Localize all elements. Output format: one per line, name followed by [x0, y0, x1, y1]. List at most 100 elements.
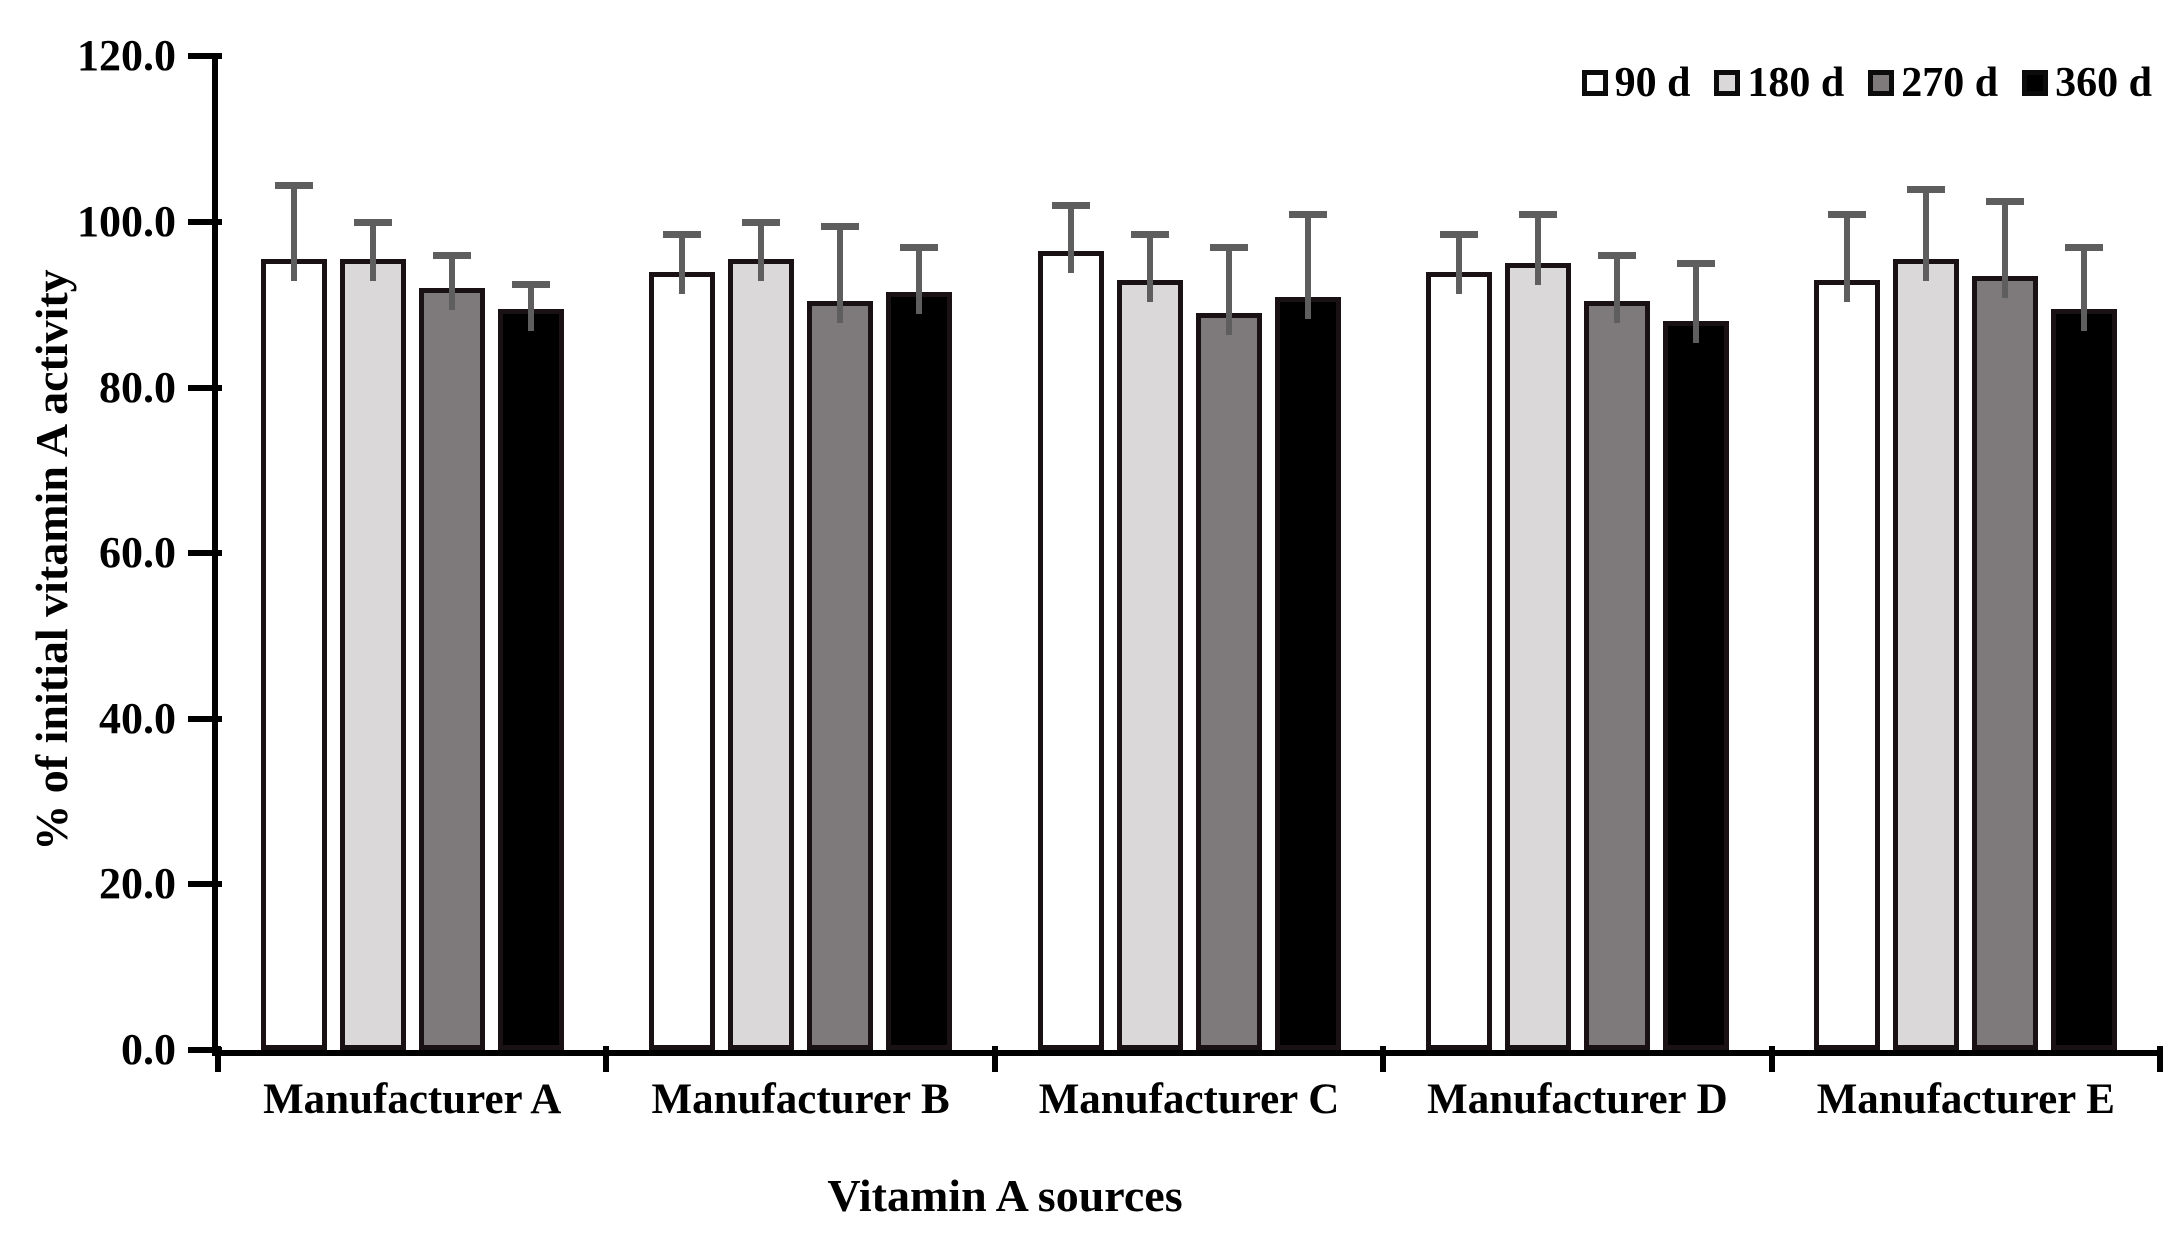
- error-bar-cap: [1986, 198, 2025, 206]
- bar-manufacturer-a-180d: [339, 259, 406, 1050]
- error-bar-cap: [2065, 243, 2104, 251]
- error-bar-line: [916, 246, 923, 315]
- error-bar-cap: [1439, 231, 1478, 239]
- legend-swatch-icon: [1581, 70, 1608, 96]
- bar-manufacturer-d-180d: [1504, 263, 1571, 1050]
- y-tick-mark: [188, 550, 222, 557]
- error-bar-cap: [1051, 202, 1090, 210]
- bar-manufacturer-b-360d: [886, 292, 953, 1050]
- bar-manufacturer-e-270d: [1972, 275, 2039, 1050]
- error-bar-cap: [353, 219, 392, 226]
- y-tick-mark: [188, 715, 222, 722]
- x-category-label: Manufacturer E: [1816, 1076, 2115, 1123]
- bar-manufacturer-c-360d: [1274, 296, 1341, 1050]
- error-bar-line: [2081, 246, 2088, 331]
- error-bar-cap: [900, 243, 939, 251]
- x-category-label: Manufacturer D: [1427, 1076, 1728, 1123]
- error-bar-line: [1455, 234, 1462, 294]
- error-bar-cap: [1597, 252, 1636, 260]
- y-tick-mark: [188, 219, 222, 225]
- x-axis-line: [212, 1050, 2160, 1056]
- bar-manufacturer-d-90d: [1425, 271, 1492, 1050]
- y-tick-label: 80.0: [99, 362, 176, 412]
- error-bar-cap: [663, 231, 702, 239]
- error-bar-line: [837, 226, 844, 323]
- error-bar-cap: [511, 281, 550, 289]
- bar-manufacturer-d-360d: [1662, 321, 1729, 1050]
- error-bar-cap: [1209, 243, 1248, 251]
- legend-label: 270 d: [1901, 60, 1999, 106]
- bar-manufacturer-a-360d: [497, 308, 564, 1050]
- y-tick-label: 40.0: [99, 693, 176, 743]
- y-tick-mark: [188, 53, 222, 60]
- legend-item: 180 d: [1714, 62, 1844, 104]
- error-bar-line: [448, 255, 455, 311]
- error-bar-line: [2002, 201, 2009, 298]
- error-bar-line: [527, 284, 534, 331]
- legend-swatch-icon: [1714, 70, 1741, 96]
- error-bar-line: [679, 234, 686, 294]
- x-category-label: Manufacturer B: [651, 1076, 950, 1123]
- legend-swatch-icon: [2022, 70, 2049, 96]
- error-bar-line: [758, 222, 765, 282]
- legend-item: 90 d: [1581, 60, 1691, 106]
- error-bar-cap: [1676, 260, 1715, 268]
- y-tick-label: 60.0: [99, 528, 176, 578]
- bar-manufacturer-c-180d: [1116, 279, 1183, 1050]
- error-bar-line: [290, 184, 297, 282]
- error-bar-cap: [274, 181, 313, 189]
- legend-label: 180 d: [1747, 60, 1845, 106]
- y-tick-mark: [188, 881, 222, 888]
- y-tick-mark: [188, 384, 222, 391]
- legend-item: 270 d: [1868, 62, 1998, 104]
- y-tick-mark: [188, 1047, 222, 1053]
- x-category-label: Manufacturer C: [1038, 1076, 1340, 1123]
- bar-manufacturer-b-270d: [807, 300, 874, 1050]
- y-tick-label: 0.0: [121, 1025, 176, 1074]
- x-axis-title: Vitamin A sources: [827, 1170, 1183, 1221]
- error-bar-cap: [821, 223, 860, 231]
- legend-swatch-icon: [1868, 70, 1895, 96]
- y-axis-line: [212, 56, 218, 1056]
- x-tick-mark: [2157, 1046, 2163, 1072]
- y-tick-label: 100.0: [77, 197, 176, 246]
- bar-manufacturer-b-90d: [649, 271, 716, 1050]
- bar-manufacturer-e-360d: [2051, 308, 2118, 1050]
- bar-manufacturer-d-270d: [1583, 300, 1650, 1050]
- x-tick-mark: [215, 1046, 221, 1072]
- legend-label: 360 d: [2055, 60, 2152, 106]
- legend-label: 90 d: [1614, 60, 1691, 106]
- error-bar-cap: [1518, 210, 1557, 218]
- error-bar-cap: [742, 219, 781, 226]
- error-bar-line: [369, 222, 376, 282]
- error-bar-cap: [1907, 185, 1946, 193]
- error-bar-cap: [1288, 210, 1327, 218]
- error-bar-line: [1304, 213, 1311, 319]
- y-tick-label: 120.0: [77, 31, 176, 81]
- error-bar-cap: [1828, 210, 1867, 218]
- bar-manufacturer-b-180d: [728, 259, 795, 1050]
- error-bar-line: [1613, 255, 1620, 323]
- bar-manufacturer-c-90d: [1037, 250, 1104, 1050]
- error-bar-line: [1923, 188, 1930, 282]
- error-bar-cap: [432, 252, 471, 260]
- error-bar-line: [1692, 263, 1699, 344]
- error-bar-line: [1146, 234, 1153, 302]
- x-category-label: Manufacturer A: [263, 1076, 562, 1123]
- bar-manufacturer-e-180d: [1893, 259, 1960, 1050]
- bar-manufacturer-c-270d: [1195, 313, 1262, 1050]
- bar-manufacturer-a-270d: [418, 288, 485, 1050]
- error-bar-line: [1844, 213, 1851, 302]
- error-bar-line: [1067, 205, 1074, 273]
- x-tick-mark: [991, 1046, 998, 1072]
- x-tick-mark: [1768, 1046, 1775, 1072]
- legend: 90 d 180 d 270 d 360 d: [1581, 60, 2152, 106]
- x-tick-mark: [1380, 1046, 1387, 1072]
- y-tick-label: 20.0: [99, 859, 176, 909]
- error-bar-line: [1534, 213, 1541, 286]
- legend-item: 360 d: [2022, 62, 2152, 104]
- x-tick-mark: [603, 1046, 610, 1072]
